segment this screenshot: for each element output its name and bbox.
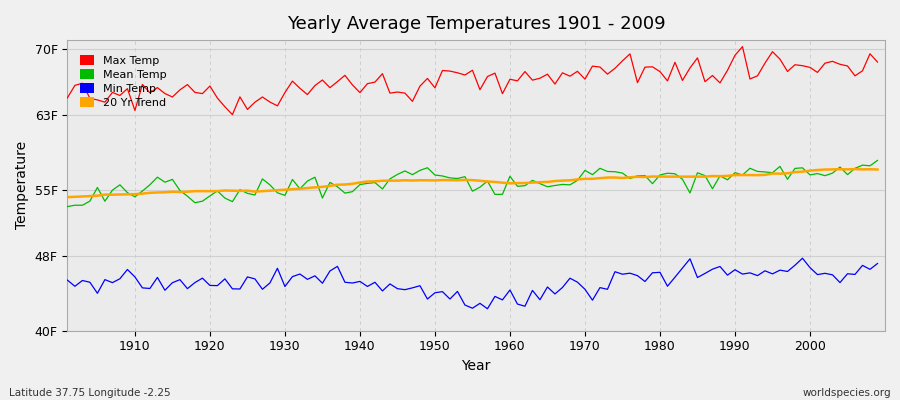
Legend: Max Temp, Mean Temp, Min Temp, 20 Yr Trend: Max Temp, Mean Temp, Min Temp, 20 Yr Tre…	[77, 52, 169, 111]
Text: Latitude 37.75 Longitude -2.25: Latitude 37.75 Longitude -2.25	[9, 388, 171, 398]
X-axis label: Year: Year	[462, 359, 490, 373]
Title: Yearly Average Temperatures 1901 - 2009: Yearly Average Temperatures 1901 - 2009	[287, 15, 665, 33]
Y-axis label: Temperature: Temperature	[15, 141, 29, 230]
Text: worldspecies.org: worldspecies.org	[803, 388, 891, 398]
